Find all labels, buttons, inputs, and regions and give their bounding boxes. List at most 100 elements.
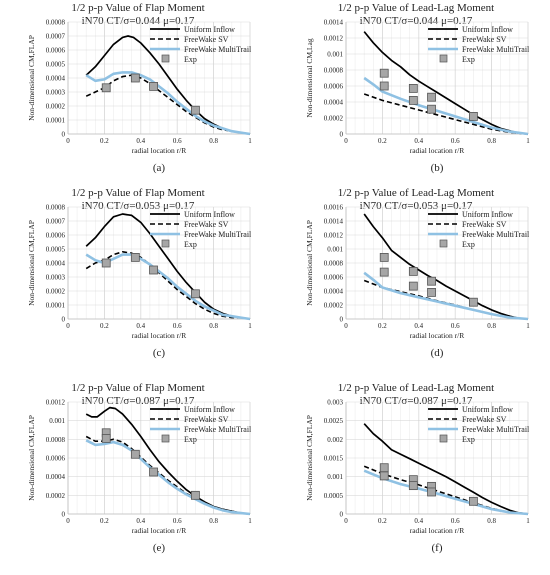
panel-caption: (a) — [153, 162, 166, 174]
exp-data-point — [130, 73, 140, 83]
x-tick-label: 0.2 — [378, 322, 387, 330]
legend-entry: FreeWake MultiTrail — [462, 425, 530, 434]
y-tick-label: 0.002 — [327, 436, 343, 444]
exp-data-point — [427, 92, 436, 102]
x-tick-label: 0 — [66, 517, 70, 525]
legend-entry: Uniform Inflow — [462, 25, 513, 34]
legend-entry: FreeWake MultiTrail — [462, 230, 530, 239]
series-line-3 — [363, 469, 529, 516]
exp-data-point — [190, 105, 200, 115]
x-tick-label: 0.4 — [414, 322, 423, 330]
exp-data-point — [468, 496, 478, 506]
y-tick-label: 0.0002 — [324, 115, 344, 123]
y-tick-label: 0.0004 — [46, 473, 66, 481]
x-tick-label: 0.6 — [451, 517, 460, 525]
y-tick-label: 0 — [62, 131, 66, 139]
x-tick-label: 0.6 — [173, 517, 182, 525]
y-tick-label: 0.0012 — [324, 35, 344, 43]
series-line-2 — [363, 93, 529, 135]
y-tick-label: 0.001 — [327, 51, 343, 59]
exp-data-point — [427, 288, 436, 297]
y-tick-label: 0.0002 — [324, 302, 344, 310]
x-axis-label: radial location r/R — [410, 526, 465, 535]
chart-subtitle: iN70 CT/σ=0.053 μ=0.17 — [82, 200, 195, 212]
x-tick-label: 1 — [248, 517, 252, 525]
y-tick-label: 0.0004 — [46, 75, 66, 83]
exp-data-point — [130, 253, 140, 262]
x-tick-label: 0.2 — [100, 517, 109, 525]
y-tick-label: 0.0004 — [46, 260, 66, 268]
legend-entry: FreeWake SV — [184, 415, 229, 424]
y-tick-label: 0.0001 — [46, 302, 66, 310]
y-axis-label: Non-dimensional CM,FLAP — [305, 415, 314, 501]
exp-data-point — [101, 258, 111, 268]
y-tick-label: 0.0004 — [324, 288, 344, 296]
y-axis-label: Non-dimensional CM,FLAP — [27, 415, 36, 501]
y-axis-label: Non-dimensional CM,FLAP — [27, 35, 36, 121]
x-tick-label: 0.4 — [414, 137, 423, 145]
legend-entry: FreeWake SV — [184, 35, 229, 44]
exp-data-point — [149, 467, 158, 477]
x-tick-label: 0 — [344, 517, 348, 525]
y-tick-label: 0.0006 — [324, 274, 344, 282]
legend-marker — [439, 54, 448, 63]
legend-entry: FreeWake SV — [462, 35, 507, 44]
y-tick-label: 0.0008 — [46, 204, 66, 212]
x-axis-label: radial location r/R — [132, 526, 187, 535]
legend-entry: FreeWake MultiTrail — [184, 45, 252, 54]
exp-data-point — [379, 463, 389, 473]
x-tick-label: 0.6 — [451, 322, 460, 330]
series-line-3 — [363, 76, 529, 136]
x-tick-label: 0.2 — [100, 322, 109, 330]
panel-caption: (b) — [431, 162, 444, 174]
y-tick-label: 0.0014 — [324, 19, 344, 27]
legend-entry: FreeWake MultiTrail — [184, 230, 252, 239]
y-tick-label: 0.0012 — [46, 399, 66, 407]
y-tick-label: 0.0025 — [324, 417, 344, 425]
x-tick-label: 0.8 — [487, 137, 496, 145]
y-tick-label: 0.0008 — [46, 436, 66, 444]
panel-caption: (d) — [431, 347, 444, 359]
y-tick-label: 0.0016 — [324, 204, 344, 212]
x-tick-label: 0.2 — [378, 137, 387, 145]
chart-subtitle: iN70 CT/σ=0.044 μ=0.17 — [360, 15, 473, 27]
y-tick-label: 0.0008 — [46, 19, 66, 27]
y-tick-label: 0.0006 — [324, 83, 344, 91]
chart-title: 1/2 p-p Value of Lead-Lag Moment — [338, 187, 495, 199]
series-line-1 — [363, 213, 529, 320]
y-tick-label: 0.0003 — [46, 89, 66, 97]
x-tick-label: 0 — [66, 322, 70, 330]
y-tick-label: 0.0004 — [324, 99, 344, 107]
x-tick-label: 0 — [344, 137, 348, 145]
y-tick-label: 0.0003 — [46, 274, 66, 282]
y-tick-label: 0.0002 — [46, 492, 66, 500]
y-axis-label: Non-dimensional CM,FLAP — [27, 220, 36, 306]
y-tick-label: 0.0002 — [46, 103, 66, 111]
y-tick-label: 0 — [340, 316, 344, 324]
x-axis-label: radial location r/R — [132, 331, 187, 340]
chart-subtitle: iN70 CT/σ=0.087 μ=0.17 — [360, 395, 473, 407]
legend-entry: Exp — [462, 435, 475, 444]
legend-marker — [161, 434, 170, 443]
y-tick-label: 0.0006 — [46, 455, 66, 463]
x-tick-label: 0.8 — [209, 517, 218, 525]
exp-data-point — [379, 471, 389, 481]
legend-entry: Uniform Inflow — [184, 25, 235, 34]
exp-data-point — [379, 68, 389, 78]
x-tick-label: 0.8 — [209, 137, 218, 145]
x-tick-label: 0 — [344, 322, 348, 330]
chart-subtitle: iN70 CT/σ=0.053 μ=0.17 — [360, 200, 473, 212]
y-tick-label: 0 — [340, 511, 344, 519]
legend-entry: Exp — [184, 240, 197, 249]
y-tick-label: 0.0001 — [46, 117, 66, 125]
chart-subtitle: iN70 CT/σ=0.087 μ=0.17 — [82, 395, 195, 407]
y-tick-label: 0 — [340, 131, 344, 139]
legend-entry: FreeWake SV — [462, 220, 507, 229]
chart-title: 1/2 p-p Value of Flap Moment — [71, 2, 204, 14]
